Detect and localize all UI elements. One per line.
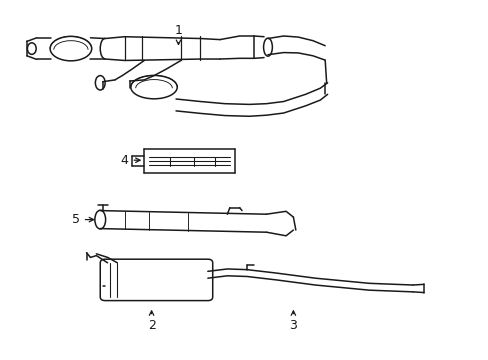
Text: 2: 2	[147, 311, 155, 332]
Text: 4: 4	[121, 154, 140, 167]
Text: 1: 1	[174, 24, 182, 44]
Text: 3: 3	[289, 311, 297, 332]
Text: 5: 5	[72, 213, 93, 226]
